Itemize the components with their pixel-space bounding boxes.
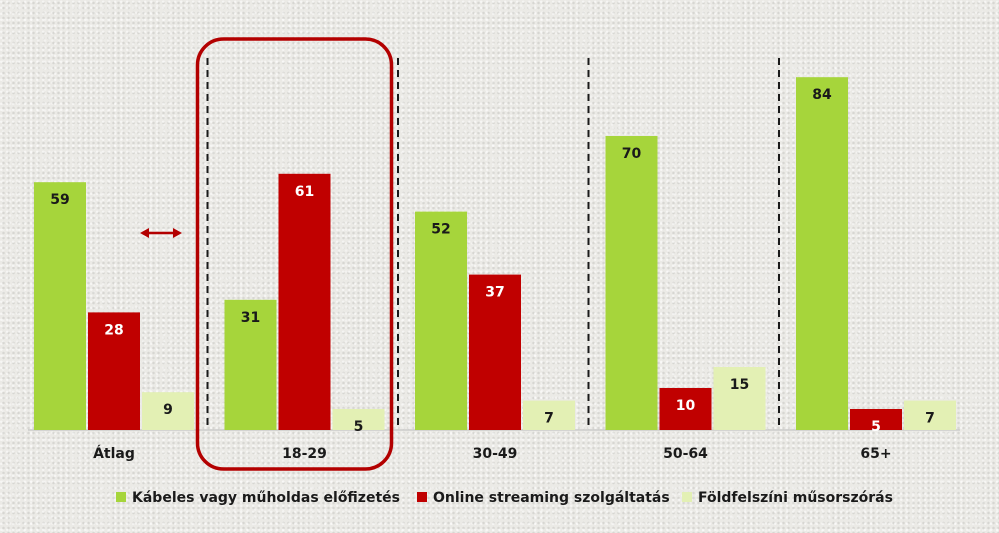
bar-18-29-series-3 [332,409,385,430]
bar-30-49-series-1 [415,211,467,430]
bar-value-label: 5 [354,419,364,435]
bar-value-label: 10 [676,398,696,414]
category-label-18-29: 18-29 [282,446,327,462]
bar-value-label: 9 [163,402,173,418]
category-label-30-49: 30-49 [473,446,518,462]
bar-value-label: 15 [730,377,749,393]
legend-swatch-3 [682,492,692,502]
bar-value-label: 7 [544,411,554,427]
bar-atlag-series-3 [142,392,194,430]
bar-18-29-series-2 [278,173,331,431]
category-label-50-64: 50-64 [663,446,708,462]
arrow-head-right [173,228,182,238]
legend-label-3: Földfelszíni műsorszórás [698,490,893,506]
bar-value-label: 7 [925,411,935,427]
bar-atlag-series-1 [34,182,86,430]
highlight-box-18-29 [195,37,394,471]
bar-50-64-series-1 [605,136,658,430]
category-label-atlag: Átlag [93,445,135,462]
bar-value-label: 28 [104,322,123,338]
arrow-head-left [140,228,149,238]
bar-65-series-3 [904,400,956,430]
bar-value-label: 61 [295,184,314,200]
bar-65-series-1 [796,77,848,430]
bars [34,77,956,431]
bar-50-64-series-3 [713,367,766,430]
group-separators [206,58,780,430]
legend-swatch-1 [116,492,126,502]
category-label-65: 65+ [860,446,891,462]
bar-30-49-series-3 [523,400,575,430]
bar-value-label: 59 [50,192,69,208]
legend-label-2: Online streaming szolgáltatás [433,490,670,506]
bar-30-49-series-2 [469,274,521,430]
bar-value-label: 52 [431,222,450,238]
legend-label-1: Kábeles vagy műholdas előfizetés [132,490,400,506]
bar-65-series-2 [850,409,902,430]
category-labels: Átlag 18-29 30-49 50-64 65+ [93,445,892,462]
bar-value-label: 5 [871,419,881,435]
bar-atlag-series-2 [88,312,140,430]
legend: Kábeles vagy műholdas előfizetés Online s… [116,490,893,506]
bar-value-label: 37 [485,285,504,301]
bar-18-29-series-1 [224,299,277,430]
bar-value-labels: 59 28 9 31 61 5 52 37 7 70 10 15 84 5 7 [50,87,935,435]
legend-swatch-2 [417,492,427,502]
bar-50-64-series-2 [659,388,712,430]
average-arrow-annotation [140,228,182,238]
bar-value-label: 31 [241,310,260,326]
bar-value-label: 70 [622,146,642,162]
bar-value-label: 84 [812,87,832,103]
